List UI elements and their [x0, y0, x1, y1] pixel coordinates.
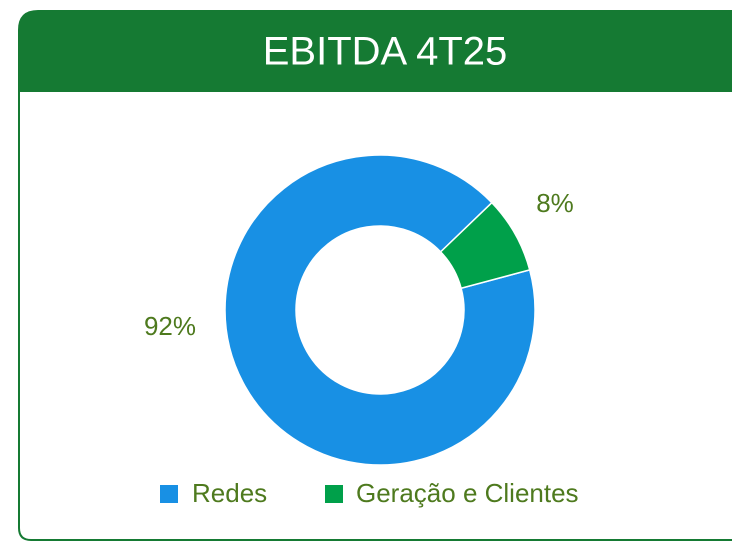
- donut-slice: [439, 201, 531, 290]
- donut-slice: [224, 154, 536, 466]
- data-label: 8%: [536, 188, 574, 218]
- chart-title: EBITDA 4T25: [263, 30, 508, 74]
- data-label: 92%: [144, 311, 196, 341]
- header-band: [18, 10, 732, 92]
- legend-label: Redes: [192, 478, 267, 508]
- legend-swatch: [160, 485, 178, 503]
- legend-label: Geração e Clientes: [356, 478, 579, 508]
- legend-swatch: [325, 485, 343, 503]
- panel-border: [18, 80, 732, 541]
